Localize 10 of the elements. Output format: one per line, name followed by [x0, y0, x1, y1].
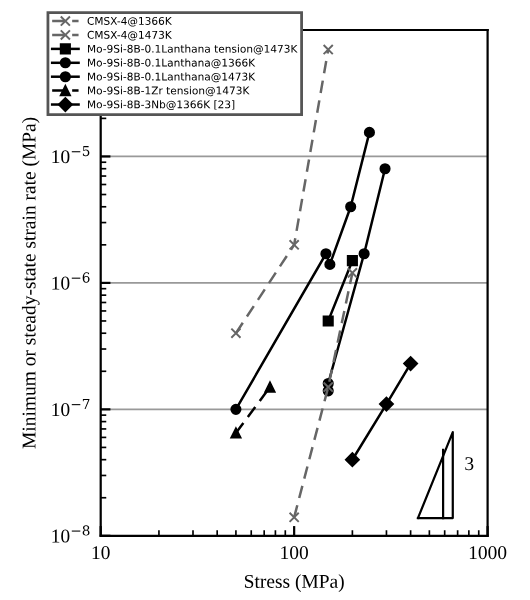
x-axis-title: Stress (MPa) [244, 574, 344, 592]
x-tick-label: 10 [92, 546, 110, 560]
x-tick-label: 100 [281, 546, 308, 560]
y-tick-label: 10$^{−5}$ [52, 146, 90, 164]
x-tick-label: 1000 [469, 546, 507, 560]
annotation: 3 [465, 457, 474, 471]
y-tick-label: 10$^{−7}$ [52, 398, 90, 417]
y-axis-title: Minimum or steady-state strain rate (MPa) [21, 117, 40, 449]
y-tick-label: 10$^{−8}$ [52, 525, 90, 543]
y-tick-label: 10$^{−6}$ [52, 272, 90, 290]
